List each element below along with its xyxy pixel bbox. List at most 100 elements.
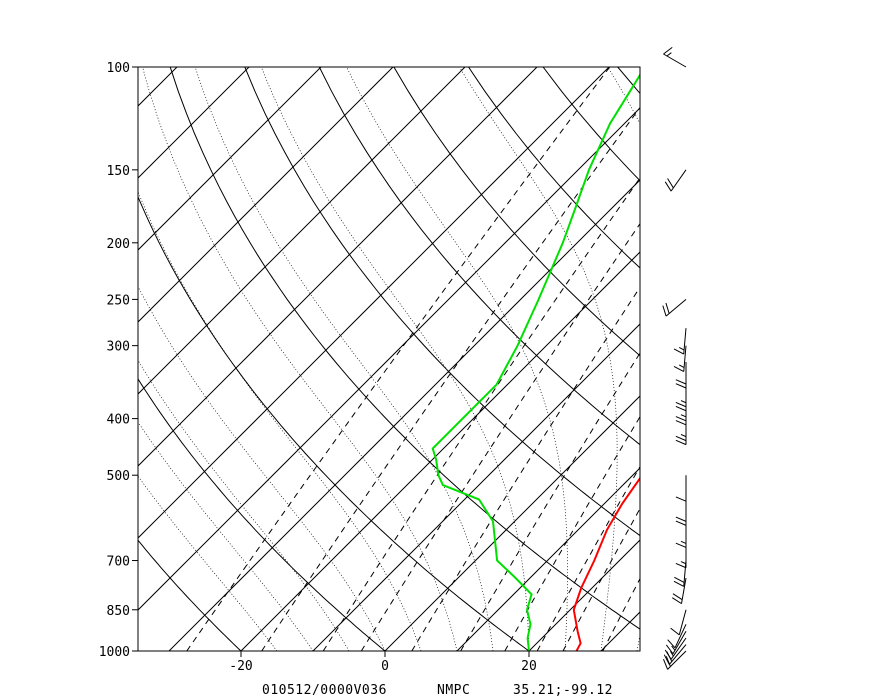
wind-barb-feather [672,593,683,601]
isotherm-line [240,251,640,651]
footer-source: NMPC [437,683,470,697]
wind-barb [671,577,687,605]
mixing-ratio-line [411,286,640,651]
moist-adiabat-line [138,421,314,651]
moist-adiabat-line [673,67,770,651]
wind-barb-half-feather [666,52,672,57]
wind-barb-feather [675,520,687,526]
wind-barb-shaft [678,609,687,636]
wind-barb [663,46,687,68]
mixing-ratio-line [602,577,640,651]
wind-barb-shaft [670,169,687,192]
isotherm-line [138,67,394,323]
pressure-tick-label: 700 [107,555,130,570]
pressure-tick-label: 850 [107,604,130,619]
wind-barb-shaft [663,53,687,68]
moist-adiabat-line [459,67,618,651]
pressure-axis: 100 150 200 250 300 400 500 700 850 1000 [99,61,138,660]
wind-barb-feather [675,416,687,422]
wind-barb-feather [675,379,687,385]
pressure-tick-label: 150 [107,164,130,179]
wind-barb-half-feather [678,347,685,351]
wind-barb-feather [675,542,687,548]
wind-barbs [662,46,687,670]
moist-adiabat-line [138,285,386,651]
pressure-tick-label: 400 [107,413,130,428]
wind-barb [675,475,687,502]
isotherm-line [138,67,610,539]
mixing-ratio-line [504,415,640,651]
wind-barb-feather [675,562,687,569]
wind-barb-feather [665,656,671,667]
dry-adiabat-line [468,67,640,269]
isotherm-line [673,67,896,651]
temperature-profile-line [572,476,640,651]
dry-adiabat-line [393,67,640,357]
plot-frame [137,66,641,652]
wind-barb [670,609,687,636]
wind-barb-shaft [668,644,687,665]
mixing-ratio-line [360,222,640,651]
isotherm-line [138,67,322,251]
wind-barb-feather [673,348,684,355]
dry-adiabat-line [692,67,896,663]
footer-location: 35.21;-99.12 [513,683,613,697]
wind-barb-feather [663,46,673,55]
moist-adiabat-line [194,67,494,651]
wind-barb-feather [664,181,672,192]
wind-barb [673,345,687,372]
wind-barb-half-feather [678,364,685,368]
wind-barb [675,384,687,412]
mixing-ratio-line [186,67,611,651]
moist-adiabat-line [138,475,278,651]
wind-barb [662,299,687,317]
mixing-ratio-line [460,352,640,651]
dry-adiabat-lines [138,67,896,663]
temperature-tick-label: -20 [229,659,252,674]
wind-barb-half-feather [671,645,676,651]
wind-barb [665,630,687,655]
wind-barb-half-feather [680,434,687,438]
isotherm-line [138,67,466,395]
mixing-ratio-line [261,106,640,651]
wind-barb-feather [665,644,674,655]
pressure-tick-label: 500 [107,469,130,484]
wind-barb-feather [675,516,687,522]
moist-adiabat-line [138,359,350,651]
wind-barb-shaft [674,624,687,649]
wind-barb-half-feather [680,561,687,565]
pressure-tick-label: 1000 [99,645,130,660]
wind-barb-half-feather [680,414,687,418]
isotherm-line [138,67,250,179]
dewpoint-profile-line [431,73,640,651]
wind-barb-feather [675,439,687,446]
dry-adiabat-line [138,539,242,651]
footer: 010512/0000V036 NMPC 35.21;-99.12 [262,683,613,697]
wind-barb-feather [675,496,687,502]
wind-barb-feather [664,649,672,660]
isotherm-line [138,107,640,611]
moist-adiabat-line [260,67,530,651]
wind-barb-feather [673,365,684,372]
footer-time: 010512/0000V036 [262,683,387,697]
dry-adiabat-line [169,67,640,630]
temperature-tick-label: 20 [521,659,537,674]
wind-barb-feather [667,639,676,649]
wind-barb-feather [665,302,670,314]
wind-barb [675,362,687,389]
isotherm-line [312,323,640,651]
mixing-ratio-line [322,177,640,651]
pressure-tick-label: 250 [107,293,130,308]
sounding-profiles [431,73,640,651]
pressure-tick-label: 300 [107,340,130,355]
moist-adiabat-lines [138,67,770,651]
background-grid [138,67,896,663]
wind-barb [663,650,687,670]
isotherm-line [138,67,178,107]
wind-barb-feather [675,405,687,412]
dry-adiabat-line [318,67,640,446]
moist-adiabat-line [607,67,640,651]
isotherm-line [456,467,640,651]
wind-barb-shaft [665,299,687,317]
dry-adiabat-line [767,67,896,663]
